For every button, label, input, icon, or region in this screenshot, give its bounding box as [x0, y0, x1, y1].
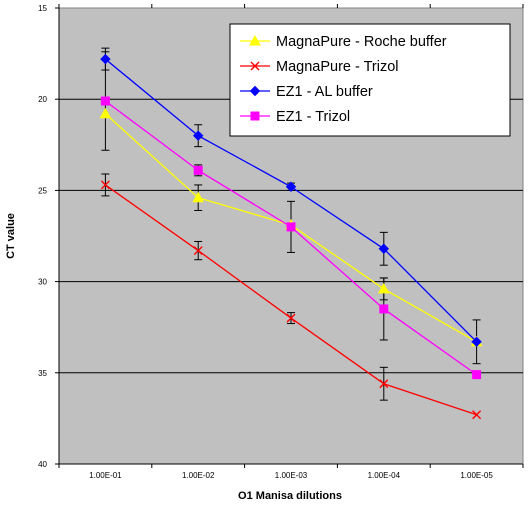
y-tick-label: 35 [38, 369, 47, 378]
series-1-point [377, 282, 390, 294]
series-3-point [192, 130, 204, 141]
x-tick-label: 1.00E-05 [460, 471, 493, 480]
series-2-point-stroke-b [472, 410, 482, 420]
x-axis-title: O1 Manisa dilutions [238, 490, 342, 502]
legend-item-4-label: EZ1 - Trizol [276, 109, 350, 125]
legend-item-1-swatch-marker [249, 34, 261, 46]
series-1-point [192, 191, 205, 203]
y-axis-title: CT value [5, 213, 17, 259]
series-2-point [286, 313, 296, 323]
legend-item-3-label: EZ1 - AL buffer [276, 84, 373, 100]
series-2-point [193, 246, 203, 256]
legend-item-2-swatch-marker [250, 61, 260, 71]
legend-item-3-swatch-marker [249, 85, 261, 97]
series-3-point [100, 53, 111, 65]
legend: MagnaPure - Roche buffer MagnaPure - Triz… [229, 23, 511, 137]
series-2-point-stroke-b [193, 246, 203, 256]
legend-box [229, 23, 511, 137]
x-tick-label: 1.00E-02 [182, 471, 215, 480]
series-3-point [378, 243, 390, 254]
series-2-point [379, 379, 389, 389]
axes: 15 20 25 30 35 40 1.00E-01 1.00E-02 1.00E-03 1.00… [38, 4, 524, 480]
series-4-point [100, 96, 110, 106]
series-4-point [472, 370, 482, 380]
x-tick-label: 1.00E-03 [275, 471, 308, 480]
series-4-point [379, 304, 389, 314]
y-tick-label: 25 [38, 186, 47, 195]
y-tick-label: 15 [38, 4, 47, 13]
series-3-point [471, 336, 482, 347]
series-markers [99, 53, 483, 420]
legend-item-2-swatch-marker-stroke-b [250, 61, 260, 71]
series-4-point [286, 222, 296, 232]
series-4-point [193, 165, 203, 175]
legend-item-1-label: MagnaPure - Roche buffer [276, 34, 447, 50]
series-2-point-stroke-b [286, 313, 296, 323]
x-tick-label: 1.00E-01 [89, 471, 122, 480]
series-2-point-stroke-b [100, 180, 110, 190]
series-1-point [99, 107, 112, 119]
y-tick-label: 30 [38, 278, 47, 287]
series-2-point [472, 410, 482, 420]
y-tick-label: 40 [38, 460, 47, 469]
x-tick-label: 1.00E-04 [368, 471, 401, 480]
series-2-point-stroke-b [379, 379, 389, 389]
series-2-point [100, 180, 110, 190]
legend-item-2-label: MagnaPure - Trizol [276, 59, 399, 75]
series-3-point [285, 181, 297, 192]
y-tick-label: 20 [38, 95, 47, 104]
legend-item-4-swatch-marker [250, 111, 260, 121]
